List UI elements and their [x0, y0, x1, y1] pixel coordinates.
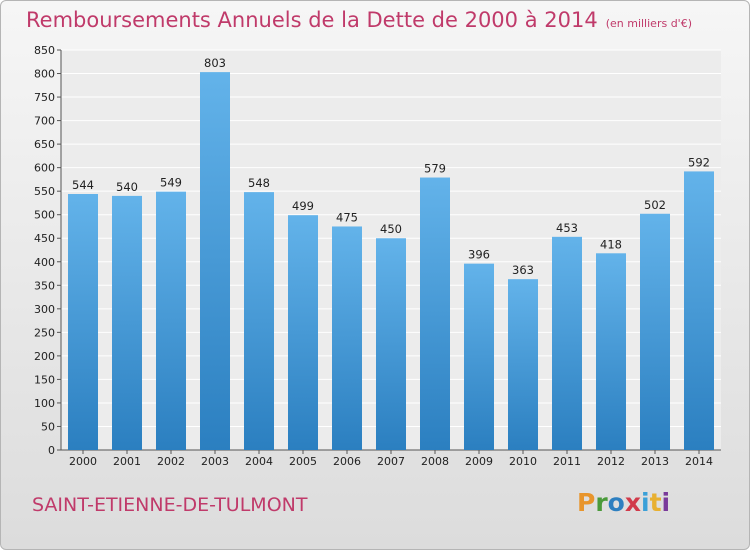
data-label: 450	[380, 222, 402, 236]
y-tick-label: 450	[34, 232, 55, 245]
x-tick-label: 2014	[685, 455, 713, 468]
chart-title: Remboursements Annuels de la Dette de 20…	[26, 8, 692, 32]
x-tick-label: 2013	[641, 455, 669, 468]
bar	[508, 279, 538, 450]
proxiti-logo: Proxiti	[577, 488, 670, 517]
y-tick-label: 0	[48, 444, 55, 457]
x-tick-label: 2007	[377, 455, 405, 468]
data-label: 502	[644, 198, 666, 212]
bar	[684, 171, 714, 451]
chart-title-text: Remboursements Annuels de la Dette de 20…	[26, 8, 598, 32]
x-tick-label: 2005	[289, 455, 317, 468]
town-name: SAINT-ETIENNE-DE-TULMONT	[32, 494, 308, 516]
x-tick-label: 2002	[157, 455, 185, 468]
data-label: 396	[468, 248, 490, 262]
data-label: 499	[292, 199, 314, 213]
chart-subtitle: (en milliers d'€)	[605, 17, 692, 30]
x-tick-label: 2011	[553, 455, 581, 468]
y-tick-label: 650	[34, 138, 55, 151]
y-tick-label: 400	[34, 256, 55, 269]
y-tick-label: 150	[34, 373, 55, 386]
bars: 544 540 549 803 548 499 475 450 579 396 363 453 418 5…	[68, 56, 714, 451]
data-label: 592	[688, 155, 710, 169]
data-label: 579	[424, 162, 446, 176]
y-tick-label: 800	[34, 68, 55, 81]
y-tick-label: 350	[34, 279, 55, 292]
bar	[288, 215, 318, 450]
y-tick-label: 700	[34, 115, 55, 128]
x-tick-label: 2008	[421, 455, 449, 468]
logo-letter: o	[607, 488, 625, 517]
data-label: 548	[248, 176, 270, 190]
y-tick-label: 600	[34, 162, 55, 175]
bar	[596, 253, 626, 450]
data-label: 453	[556, 221, 578, 235]
x-tick-label: 2012	[597, 455, 625, 468]
y-tick-label: 50	[41, 420, 55, 433]
y-tick-label: 200	[34, 350, 55, 363]
y-tick-label: 100	[34, 397, 55, 410]
bar	[420, 177, 450, 450]
data-label: 544	[72, 178, 94, 192]
bar	[200, 72, 230, 450]
x-tick-label: 2009	[465, 455, 493, 468]
bar	[244, 192, 274, 450]
x-tick-label: 2004	[245, 455, 273, 468]
data-label: 803	[204, 56, 226, 70]
bar	[640, 213, 670, 450]
logo-letter: P	[577, 488, 596, 517]
y-tick-label: 850	[34, 44, 55, 57]
data-label: 418	[600, 237, 622, 251]
x-tick-label: 2000	[69, 455, 97, 468]
x-tick-label: 2010	[509, 455, 537, 468]
bar	[112, 195, 142, 450]
data-label: 475	[336, 210, 358, 224]
y-tick-label: 250	[34, 326, 55, 339]
y-tick-label: 500	[34, 209, 55, 222]
data-label: 363	[512, 263, 534, 277]
x-tick-label: 2006	[333, 455, 361, 468]
y-tick-label: 550	[34, 185, 55, 198]
bar	[552, 236, 582, 450]
logo-letter: x	[624, 488, 641, 517]
y-tick-label: 300	[34, 303, 55, 316]
bar	[156, 191, 186, 450]
data-label: 549	[160, 176, 182, 190]
x-tick-label: 2003	[201, 455, 229, 468]
logo-letter: t	[649, 488, 662, 517]
logo-letter: i	[661, 488, 671, 517]
bar	[464, 263, 494, 450]
y-tick-label: 750	[34, 91, 55, 104]
x-tick-label: 2001	[113, 455, 141, 468]
bar	[68, 194, 98, 450]
logo-letter: i	[641, 488, 650, 517]
bar	[376, 238, 406, 450]
logo-letter: r	[595, 488, 608, 517]
axes: 0 50 100 150 200 250 300 350 400 450 500 550 600 650 7…	[34, 44, 721, 468]
bar	[332, 226, 362, 450]
data-label: 540	[116, 180, 138, 194]
